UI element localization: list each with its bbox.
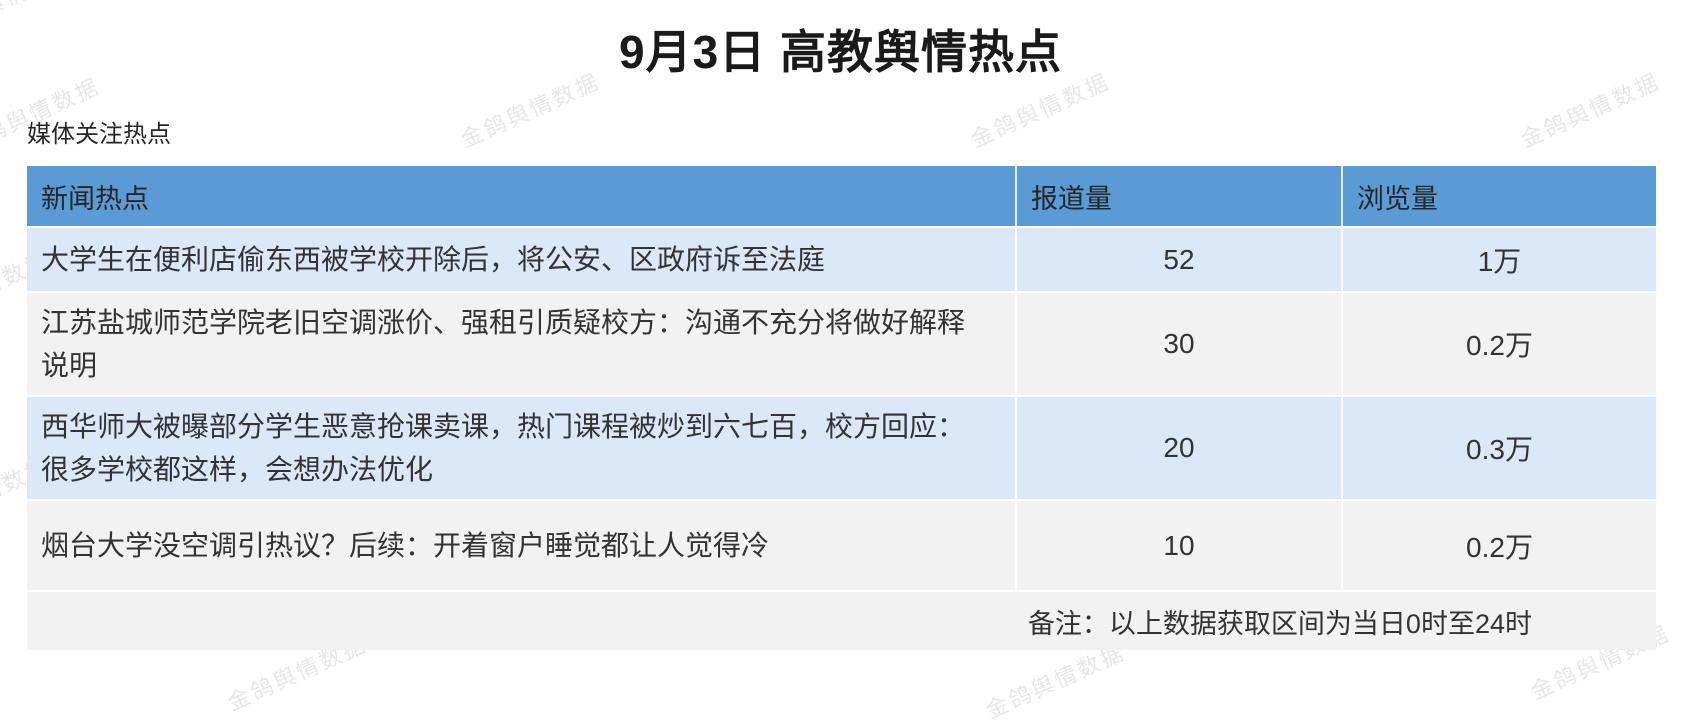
reports-cell: 10 — [1015, 499, 1342, 591]
reports-cell: 52 — [1015, 226, 1342, 292]
table-body: 大学生在便利店偷东西被学校开除后，将公安、区政府诉至法庭 52 1万 江苏盐城师范学院… — [27, 226, 1656, 591]
table-row: 烟台大学没空调引热议？后续：开着窗户睡觉都让人觉得冷 10 0.2万 — [27, 499, 1656, 591]
hotspot-table: 新闻热点 报道量 浏览量 大学生在便利店偷东西被学校开除后，将公安、区政府诉至法… — [27, 166, 1656, 650]
topic-cell: 西华师大被曝部分学生恶意抢课卖课，热门课程被炒到六七百，校方回应：很多学校都这样… — [27, 395, 1016, 500]
views-cell: 0.3万 — [1341, 395, 1656, 500]
section-title: 媒体关注热点 — [27, 121, 171, 148]
table-row: 江苏盐城师范学院老旧空调涨价、强租引质疑校方：沟通不充分将做好解释说明 30 0.2… — [27, 291, 1656, 396]
views-cell: 1万 — [1341, 226, 1656, 292]
col-header-views: 浏览量 — [1341, 166, 1656, 227]
table-header-row: 新闻热点 报道量 浏览量 — [27, 166, 1656, 227]
col-header-topic: 新闻热点 — [27, 166, 1016, 227]
table-note: 备注：以上数据获取区间为当日0时至24时 — [27, 590, 1656, 650]
page-title: 9月3日 高教舆情热点 — [619, 26, 1062, 78]
reports-cell: 20 — [1015, 395, 1342, 500]
table-row: 大学生在便利店偷东西被学校开除后，将公安、区政府诉至法庭 52 1万 — [27, 226, 1656, 292]
reports-cell: 30 — [1015, 291, 1342, 396]
note-row: 备注：以上数据获取区间为当日0时至24时 — [27, 590, 1656, 650]
views-cell: 0.2万 — [1341, 499, 1656, 591]
topic-cell: 江苏盐城师范学院老旧空调涨价、强租引质疑校方：沟通不充分将做好解释说明 — [27, 291, 1016, 396]
col-header-reports: 报道量 — [1015, 166, 1342, 227]
topic-cell: 烟台大学没空调引热议？后续：开着窗户睡觉都让人觉得冷 — [27, 499, 1016, 591]
table-row: 西华师大被曝部分学生恶意抢课卖课，热门课程被炒到六七百，校方回应：很多学校都这样… — [27, 395, 1656, 500]
topic-cell: 大学生在便利店偷东西被学校开除后，将公安、区政府诉至法庭 — [27, 226, 1016, 292]
views-cell: 0.2万 — [1341, 291, 1656, 396]
